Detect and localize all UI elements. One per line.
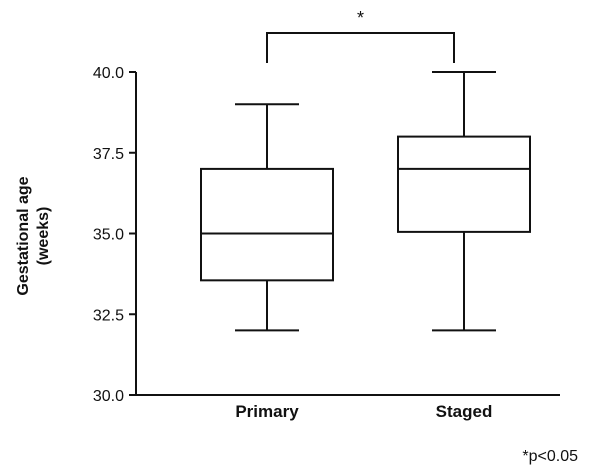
y-ticks: 30.0 32.5 35.0 37.5 40.0 (93, 65, 136, 405)
bracket-line (266, 32, 455, 63)
y-axis-label-line-1: Gestational age (15, 176, 32, 295)
x-category-label: Primary (235, 402, 299, 421)
iqr-box (397, 135, 531, 233)
y-tick-label: 32.5 (93, 307, 124, 324)
box-primary (200, 103, 334, 332)
x-categories: Primary Staged (235, 402, 492, 421)
y-axis-label-line-2: (weeks) (35, 207, 52, 266)
boxes (200, 71, 531, 332)
iqr-box (200, 167, 334, 282)
x-category-label: Staged (436, 402, 493, 421)
axes (135, 72, 560, 396)
y-tick-label: 37.5 (93, 146, 124, 163)
y-tick-label: 30.0 (93, 388, 124, 405)
footnote: *p<0.05 (522, 448, 578, 465)
y-tick-label: 40.0 (93, 65, 124, 82)
box-staged (397, 71, 531, 332)
y-axis-label: Gestational age (weeks) (15, 176, 52, 295)
significance-marker: * (357, 8, 364, 28)
significance-bracket: * (266, 8, 455, 63)
y-tick-label: 35.0 (93, 227, 124, 244)
